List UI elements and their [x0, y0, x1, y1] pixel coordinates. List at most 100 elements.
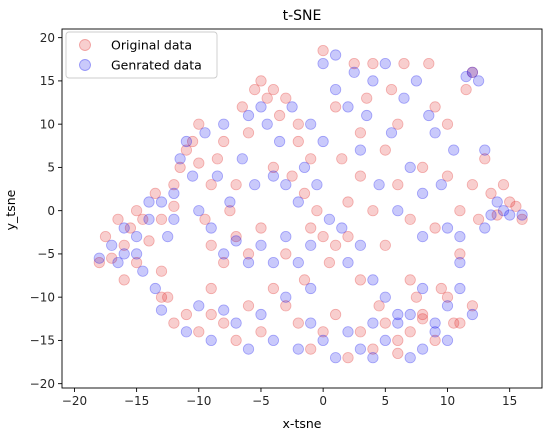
original-data-point	[106, 252, 118, 264]
original-data-point	[479, 153, 491, 165]
generated-data-point	[385, 127, 398, 139]
original-data-point	[466, 179, 478, 191]
original-data-point	[373, 300, 385, 312]
generated-data-point	[292, 256, 304, 269]
original-data-point	[392, 347, 404, 359]
generated-data-point	[242, 109, 255, 122]
generated-data-point	[416, 231, 429, 243]
generated-data-point	[392, 308, 404, 321]
generated-data-point	[155, 304, 168, 316]
original-data-point	[429, 334, 441, 346]
original-data-point	[280, 92, 292, 104]
original-data-point	[416, 161, 429, 173]
generated-data-point	[441, 334, 454, 346]
generated-data-point	[317, 57, 329, 70]
generated-data-point	[131, 231, 143, 243]
original-data-point	[255, 222, 267, 234]
generated-data-point	[118, 222, 130, 234]
generated-data-point	[454, 282, 466, 295]
original-data-point	[131, 205, 143, 217]
original-data-point	[317, 44, 329, 57]
x-tick-label: −15	[124, 394, 149, 408]
original-data-point	[205, 308, 217, 321]
original-data-point	[354, 170, 366, 182]
generated-data-point	[485, 209, 497, 221]
generated-data-point	[472, 75, 485, 87]
original-data-point	[224, 205, 236, 217]
generated-data-point	[379, 291, 391, 303]
generated-data-point	[292, 196, 304, 208]
original-data-point	[124, 222, 136, 234]
generated-data-point	[398, 92, 410, 104]
original-data-point	[305, 222, 317, 234]
original-data-point	[404, 274, 416, 286]
generated-data-point	[137, 265, 149, 277]
original-data-point	[429, 101, 441, 113]
original-data-point	[93, 256, 105, 269]
generated-data-point	[305, 239, 317, 251]
original-data-point	[392, 118, 404, 130]
generated-data-point	[168, 213, 180, 225]
generated-data-point	[336, 222, 348, 234]
original-data-point	[99, 231, 112, 243]
original-data-point	[504, 196, 516, 208]
original-data-point	[367, 343, 379, 355]
generated-data-point	[311, 179, 323, 191]
generated-data-point	[392, 205, 404, 217]
generated-data-point	[429, 317, 441, 329]
generated-data-point	[242, 256, 255, 269]
generated-data-point	[174, 153, 186, 165]
original-data-point	[454, 205, 466, 217]
original-data-point	[404, 213, 416, 225]
generated-data-point	[224, 196, 236, 208]
original-data-point	[472, 213, 485, 225]
generated-data-point	[149, 282, 161, 295]
generated-data-point	[162, 231, 174, 243]
generated-data-point	[404, 161, 416, 173]
generated-data-point	[454, 231, 466, 243]
points-layer	[93, 44, 528, 364]
original-data-point	[354, 274, 366, 286]
original-data-point	[497, 179, 510, 191]
original-data-point	[242, 300, 255, 312]
original-data-point	[218, 256, 230, 269]
original-data-point	[149, 187, 161, 199]
original-data-point	[205, 282, 217, 295]
original-data-point	[205, 179, 217, 191]
generated-data-point	[367, 317, 379, 329]
original-data-point	[460, 84, 472, 96]
x-tick-label: −20	[62, 394, 87, 408]
y-tick-label: −5	[37, 247, 55, 261]
original-data-point	[441, 118, 454, 130]
legend-entry-original: Original data	[79, 38, 192, 53]
original-data-point	[280, 300, 292, 312]
generated-data-point	[354, 343, 366, 355]
generated-data-point	[230, 317, 242, 329]
original-data-point	[329, 308, 342, 321]
generated-data-point	[118, 248, 130, 260]
original-data-point	[168, 317, 180, 329]
x-tick-label: 0	[319, 394, 327, 408]
original-data-point	[516, 213, 528, 225]
generated-data-point	[267, 334, 279, 346]
original-data-point	[416, 308, 429, 321]
y-tick-label: 15	[40, 74, 55, 88]
generated-data-point	[367, 75, 379, 87]
generated-data-point	[187, 170, 199, 182]
x-tick-label: 10	[440, 394, 455, 408]
generated-data-point	[342, 101, 354, 113]
original-data-point	[329, 101, 342, 113]
y-tick-label: −20	[30, 377, 55, 391]
original-data-point	[367, 205, 379, 217]
generated-data-point	[193, 205, 205, 217]
original-data-point	[218, 135, 230, 148]
original-data-point	[342, 196, 354, 208]
x-tick-label: 15	[502, 394, 517, 408]
generated-data-point	[348, 66, 360, 78]
generated-data-point	[367, 352, 379, 364]
original-data-point	[292, 135, 304, 148]
x-tick-label: −10	[186, 394, 211, 408]
generated-data-point	[205, 334, 217, 346]
original-data-point	[155, 291, 168, 303]
